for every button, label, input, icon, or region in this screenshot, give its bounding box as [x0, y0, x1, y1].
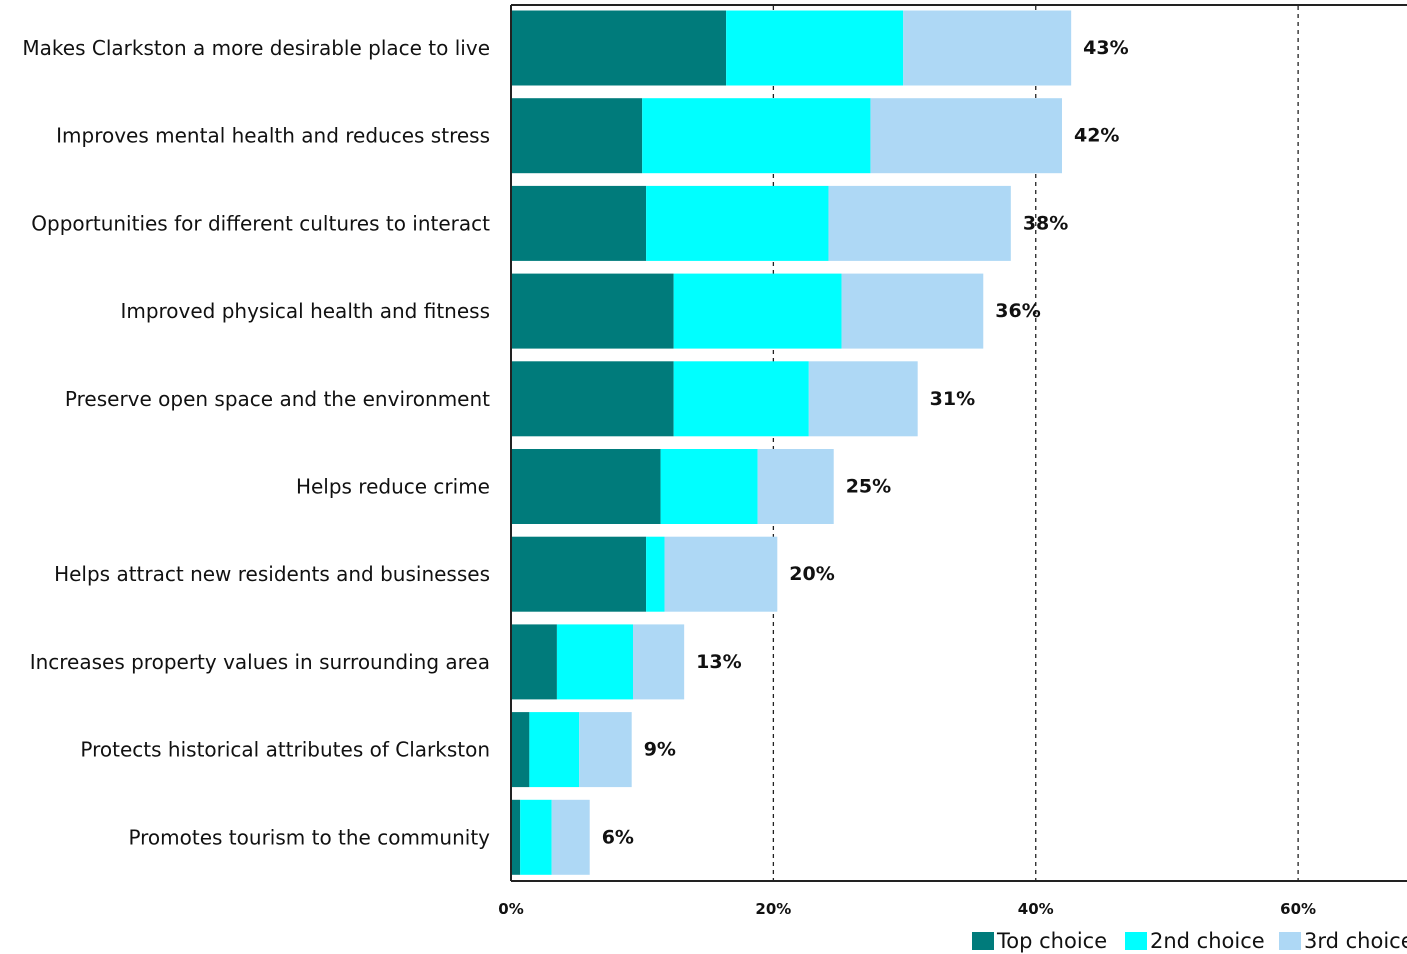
category-label: Preserve open space and the environment [65, 387, 490, 411]
bars [511, 10, 1072, 875]
category-label: Helps reduce crime [296, 475, 490, 499]
bar-segment-3-row-6 [757, 449, 834, 524]
legend-swatch-2 [1125, 932, 1147, 950]
total-label: 42% [1074, 125, 1119, 147]
total-label: 36% [995, 300, 1040, 322]
bar-segment-3-row-2 [870, 98, 1062, 174]
total-label: 13% [696, 651, 741, 673]
bar-segment-2-row-9 [529, 712, 580, 788]
bar-segment-2-row-6 [660, 449, 758, 524]
category-label: Improved physical health and fitness [120, 299, 490, 323]
bar-segment-2-row-7 [646, 536, 665, 612]
category-label: Promotes tourism to the community [128, 825, 490, 849]
category-label: Improves mental health and reduces stres… [56, 124, 490, 148]
bar-segment-3-row-1 [903, 10, 1072, 86]
bar-segment-2-row-8 [556, 624, 634, 700]
x-tick-label: 60% [1280, 900, 1316, 918]
total-label: 20% [789, 563, 834, 585]
total-label: 6% [602, 826, 634, 848]
category-label: Protects historical attributes of Clarks… [80, 738, 490, 762]
bar-segment-1-row-2 [511, 98, 643, 174]
legend-label-2: 2nd choice [1150, 929, 1265, 953]
axes [510, 4, 1407, 882]
total-label: 38% [1023, 212, 1068, 234]
bar-segment-1-row-6 [511, 449, 661, 524]
x-tick-labels: 0% 20% 40% 60% [498, 900, 1316, 918]
bar-segment-2-row-1 [726, 10, 904, 86]
total-labels: 43% 42% 38% 36% 31% 25% 20% 13% 9% 6% [602, 37, 1129, 848]
x-tick-label: 20% [755, 900, 791, 918]
total-label: 43% [1083, 37, 1128, 59]
bar-segment-1-row-1 [511, 10, 727, 86]
category-label: Opportunities for different cultures to … [31, 211, 490, 235]
bar-segment-3-row-8 [633, 624, 685, 700]
bar-segment-1-row-4 [511, 273, 674, 349]
bar-segment-1-row-3 [511, 185, 647, 261]
legend-swatch-1 [972, 932, 994, 950]
bar-segment-3-row-4 [841, 273, 984, 349]
bar-segment-2-row-5 [673, 361, 809, 437]
legend-label-1: Top choice [996, 929, 1107, 953]
bar-segment-2-row-3 [646, 185, 829, 261]
category-label: Makes Clarkston a more desirable place t… [22, 36, 490, 60]
bar-segment-2-row-10 [520, 799, 552, 875]
bar-segment-2-row-2 [642, 98, 871, 174]
category-label: Increases property values in surrounding… [30, 650, 490, 674]
bar-segment-3-row-7 [664, 536, 778, 612]
bar-segment-1-row-8 [511, 624, 557, 700]
legend: Top choice 2nd choice 3rd choice [972, 929, 1407, 953]
x-tick-label: 40% [1018, 900, 1054, 918]
bar-segment-2-row-4 [673, 273, 842, 349]
category-labels: Makes Clarkston a more desirable place t… [22, 36, 490, 849]
bar-segment-1-row-7 [511, 536, 647, 612]
bar-segment-1-row-5 [511, 361, 674, 437]
bar-segment-3-row-3 [828, 185, 1011, 261]
legend-swatch-3 [1279, 932, 1301, 950]
total-label: 9% [644, 739, 676, 761]
total-label: 31% [930, 388, 975, 410]
x-tick-label: 0% [498, 900, 523, 918]
bar-segment-3-row-5 [808, 361, 918, 437]
bar-segment-3-row-10 [551, 799, 590, 875]
bar-segment-3-row-9 [579, 712, 632, 788]
legend-label-3: 3rd choice [1304, 929, 1407, 953]
total-label: 25% [846, 476, 891, 498]
bar-segment-1-row-10 [511, 799, 521, 875]
bar-segment-1-row-9 [511, 712, 530, 788]
category-label: Helps attract new residents and business… [54, 562, 490, 586]
